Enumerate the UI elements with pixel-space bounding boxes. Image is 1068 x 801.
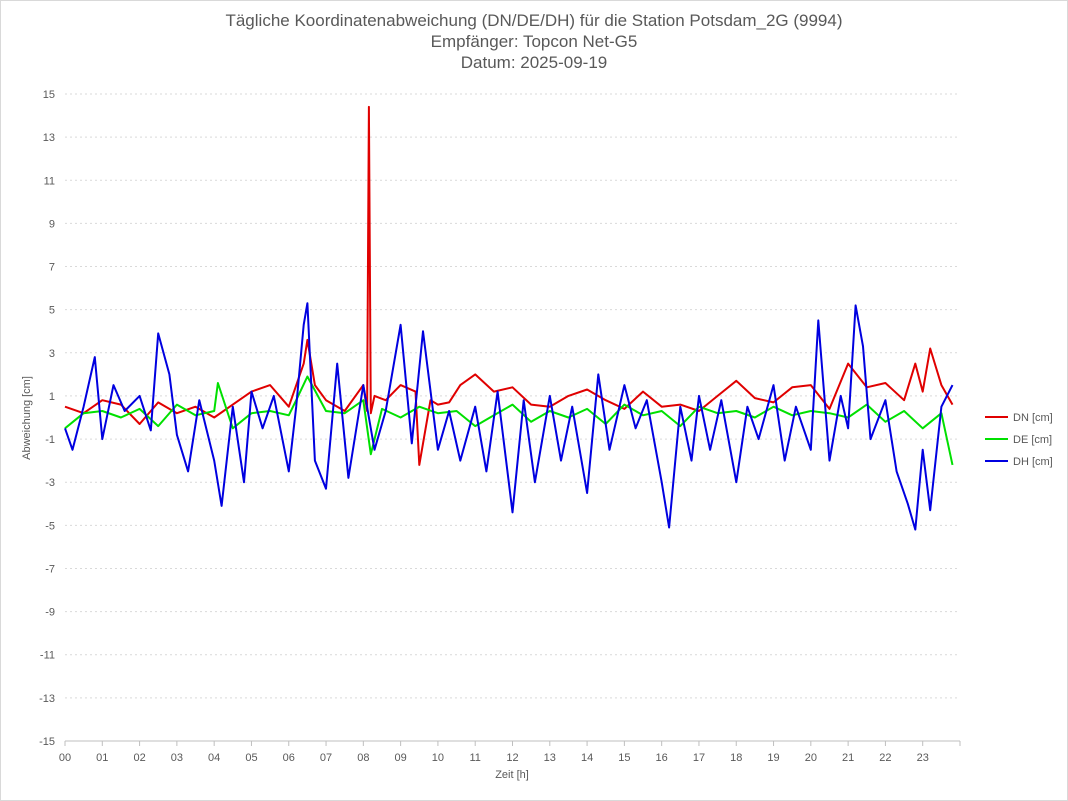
- y-tick-label: 7: [49, 262, 55, 274]
- y-tick-label: -11: [40, 650, 55, 662]
- x-tick-label: 12: [506, 752, 518, 764]
- x-tick-label: 03: [171, 752, 183, 764]
- y-tick-label: -15: [39, 736, 55, 748]
- legend-label: DH [cm]: [1013, 456, 1053, 468]
- x-tick-label: 20: [805, 752, 817, 764]
- chart-title: Tägliche Koordinatenabweichung (DN/DE/DH…: [0, 10, 1068, 73]
- x-tick-label: 15: [618, 752, 630, 764]
- x-tick-label: 09: [395, 752, 407, 764]
- y-tick-label: 3: [49, 348, 55, 360]
- x-tick-label: 18: [730, 752, 742, 764]
- y-tick-label: -9: [45, 607, 55, 619]
- y-axis-title: Abweichung [cm]: [21, 376, 33, 460]
- y-tick-label: -3: [45, 477, 55, 489]
- x-tick-label: 04: [208, 752, 220, 764]
- y-tick-label: 5: [49, 305, 55, 317]
- x-tick-label: 19: [767, 752, 779, 764]
- x-tick-label: 01: [96, 752, 108, 764]
- x-tick-label: 00: [59, 752, 71, 764]
- legend-item-de: DE [cm]: [985, 434, 1052, 446]
- x-tick-label: 16: [656, 752, 668, 764]
- gridlines: [65, 93, 960, 699]
- x-axis-title: Zeit [h]: [495, 769, 529, 781]
- y-tick-label: 11: [44, 175, 55, 187]
- axes: 15 13 11 9 7 5 3 1 -1 -3 -5 -7 -9 -11 -13 -15 00 01 02 03 04…: [39, 89, 961, 764]
- chart-title-line-3: Datum: 2025-09-19: [460, 53, 608, 72]
- x-tick-label: 05: [245, 752, 257, 764]
- y-tick-label: -7: [45, 563, 55, 575]
- y-tick-label: 1: [49, 391, 55, 403]
- y-tick-label: -13: [39, 693, 55, 705]
- chart-title-line-1: Tägliche Koordinatenabweichung (DN/DE/DH…: [225, 11, 843, 30]
- legend-label: DN [cm]: [1013, 412, 1053, 424]
- x-tick-label: 11: [469, 752, 480, 764]
- chart-title-line-2: Empfänger: Topcon Net-G5: [430, 32, 638, 51]
- y-tick-label: -5: [45, 520, 55, 532]
- y-tick-label: 9: [49, 218, 55, 230]
- x-tick-label: 07: [320, 752, 332, 764]
- x-tick-label: 14: [581, 752, 593, 764]
- series-line-de: [64, 375, 954, 466]
- x-tick-label: 13: [544, 752, 556, 764]
- y-tick-label: 13: [43, 132, 55, 144]
- x-tick-label: 23: [917, 752, 929, 764]
- x-tick-label: 08: [357, 752, 369, 764]
- legend: DN [cm] DE [cm] DH [cm]: [985, 412, 1053, 468]
- x-tick-label: 06: [283, 752, 295, 764]
- x-tick-label: 22: [879, 752, 891, 764]
- y-tick-label: 15: [43, 89, 55, 101]
- x-tick-label: 02: [133, 752, 145, 764]
- legend-item-dh: DH [cm]: [985, 456, 1053, 468]
- series-line-dh: [64, 302, 954, 531]
- legend-label: DE [cm]: [1013, 434, 1052, 446]
- series-layer: [64, 105, 954, 531]
- x-tick-label: 21: [842, 752, 854, 764]
- x-tick-label: 17: [693, 752, 705, 764]
- x-tick-label: 10: [432, 752, 444, 764]
- y-tick-label: -1: [45, 434, 55, 446]
- legend-item-dn: DN [cm]: [985, 412, 1053, 424]
